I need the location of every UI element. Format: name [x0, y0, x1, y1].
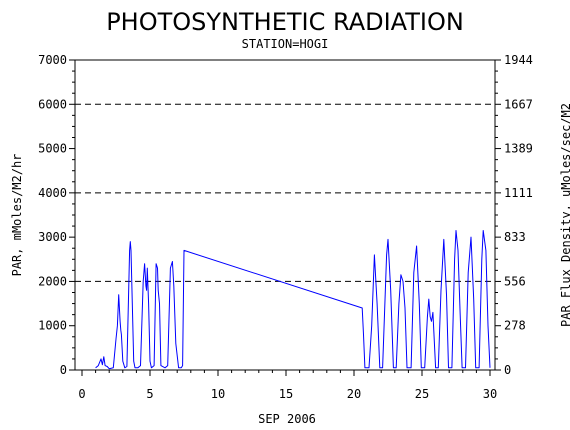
y2-tick-label: 556 — [504, 274, 526, 288]
x-tick-label: 20 — [347, 387, 361, 401]
x-tick-label: 15 — [279, 387, 293, 401]
x-axis-label: SEP 2006 — [258, 412, 316, 426]
chart-title: PHOTOSYNTHETIC RADIATION — [106, 8, 464, 36]
ticks: 0 1000 2000 3000 4000 5000 6000 7000 0 278 556 833 1… — [38, 53, 533, 401]
y2-tick-label: 833 — [504, 230, 526, 244]
y-tick-label: 0 — [60, 363, 67, 377]
y-tick-label: 1000 — [38, 319, 67, 333]
y-tick-label: 4000 — [38, 186, 67, 200]
x-tick-label: 30 — [483, 387, 497, 401]
series-group — [95, 230, 491, 370]
series-line — [95, 230, 491, 370]
x-tick-label: 10 — [211, 387, 225, 401]
y2-tick-label: 278 — [504, 319, 526, 333]
y2-tick-label: 0 — [504, 363, 511, 377]
x-tick-label: 5 — [146, 387, 153, 401]
plot-frame — [74, 59, 496, 371]
y-tick-label: 5000 — [38, 142, 67, 156]
y2-tick-label: 1111 — [504, 186, 533, 200]
chart-subtitle: STATION=HOGI — [242, 37, 329, 51]
y-tick-label: 3000 — [38, 230, 67, 244]
y-tick-label: 6000 — [38, 97, 67, 111]
y-axis-label: PAR, mMoles/M2/hr — [10, 154, 24, 277]
y2-tick-label: 1667 — [504, 97, 533, 111]
gridlines — [75, 103, 495, 282]
y-tick-label: 7000 — [38, 53, 67, 67]
x-tick-label: 25 — [415, 387, 429, 401]
x-tick-label: 0 — [78, 387, 85, 401]
y-tick-label: 2000 — [38, 274, 67, 288]
y2-axis-label: PAR Flux Density, uMoles/sec/M2 — [559, 103, 570, 327]
y2-tick-label: 1389 — [504, 142, 533, 156]
y2-tick-label: 1944 — [504, 53, 533, 67]
